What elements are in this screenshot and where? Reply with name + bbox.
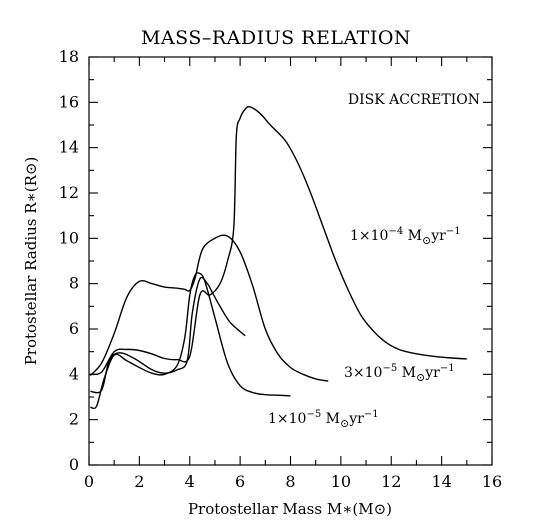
axis-ticks: 0 2 4 6 8 10 12 14 16 0 2 4 6 8 10 12 14 16 18 (59, 47, 503, 491)
x-tick-label: 8 (285, 472, 295, 491)
series-line-1 (89, 234, 329, 382)
x-tick-label: 4 (185, 472, 195, 491)
series-line-2 (90, 272, 291, 410)
chart-title: MASS–RADIUS RELATION (141, 27, 411, 49)
y-tick-label: 16 (59, 92, 79, 111)
label-1e-5: 1×10−5 M⊙yr−1 (268, 409, 379, 430)
y-tick-label: 2 (69, 410, 79, 429)
y-tick-label: 4 (69, 364, 79, 383)
y-tick-label: 8 (69, 274, 79, 293)
y-tick-label: 18 (59, 47, 79, 66)
curves (89, 105, 467, 410)
series-line-0 (90, 105, 467, 376)
plot-frame (88, 56, 493, 466)
label-3e-5: 3×10−5 M⊙yr−1 (344, 363, 455, 384)
x-axis-label: Protostellar Mass M∗(M⊙) (188, 500, 392, 518)
x-tick-label: 14 (431, 472, 451, 491)
disk-accretion-annotation: DISK ACCRETION (348, 92, 480, 108)
x-tick-label: 0 (84, 472, 94, 491)
x-tick-label: 16 (482, 472, 502, 491)
series-label-1e-4: 1×10−4 M⊙yr−1 (350, 226, 461, 247)
y-tick-label: 0 (69, 455, 79, 474)
y-tick-label: 10 (59, 228, 79, 247)
y-tick-label: 12 (59, 183, 79, 202)
x-tick-label: 10 (331, 472, 351, 491)
series-line-3 (90, 276, 246, 394)
label-1e-4: 1×10−4 M⊙yr−1 (350, 226, 461, 247)
y-tick-label: 6 (69, 319, 79, 338)
x-tick-label: 2 (134, 472, 144, 491)
x-tick-label: 12 (381, 472, 401, 491)
y-tick-label: 14 (59, 138, 79, 157)
y-axis-label: Protostellar Radius R∗(R⊙) (22, 157, 40, 366)
series-label-3e-5: 3×10−5 M⊙yr−1 (344, 363, 455, 384)
x-tick-label: 6 (235, 472, 245, 491)
series-label-1e-5: 1×10−5 M⊙yr−1 (268, 409, 379, 430)
